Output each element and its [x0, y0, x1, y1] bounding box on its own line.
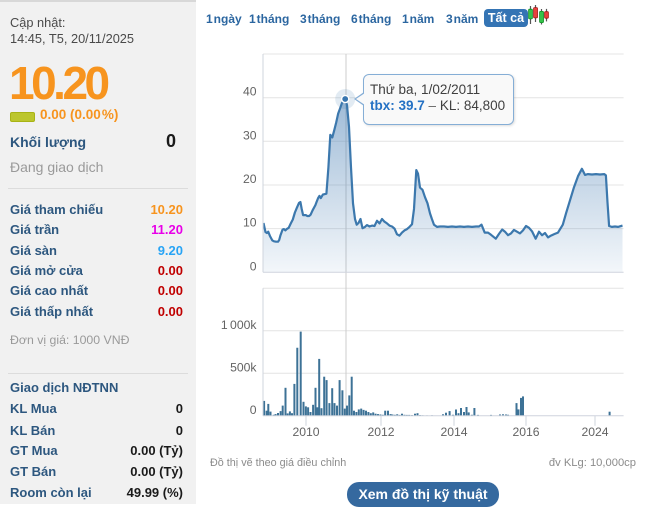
svg-text:0: 0	[250, 403, 257, 417]
svg-text:1 000k: 1 000k	[221, 318, 258, 332]
svg-text:0: 0	[250, 259, 257, 273]
svg-text:2010: 2010	[292, 425, 319, 439]
svg-text:30: 30	[243, 128, 257, 142]
svg-text:2024: 2024	[581, 425, 608, 439]
svg-text:40: 40	[243, 85, 257, 99]
svg-text:20: 20	[243, 172, 257, 186]
svg-text:10: 10	[243, 216, 257, 230]
svg-text:500k: 500k	[230, 360, 257, 374]
svg-text:2014: 2014	[440, 425, 467, 439]
svg-text:2016: 2016	[512, 425, 539, 439]
svg-text:2012: 2012	[367, 425, 394, 439]
